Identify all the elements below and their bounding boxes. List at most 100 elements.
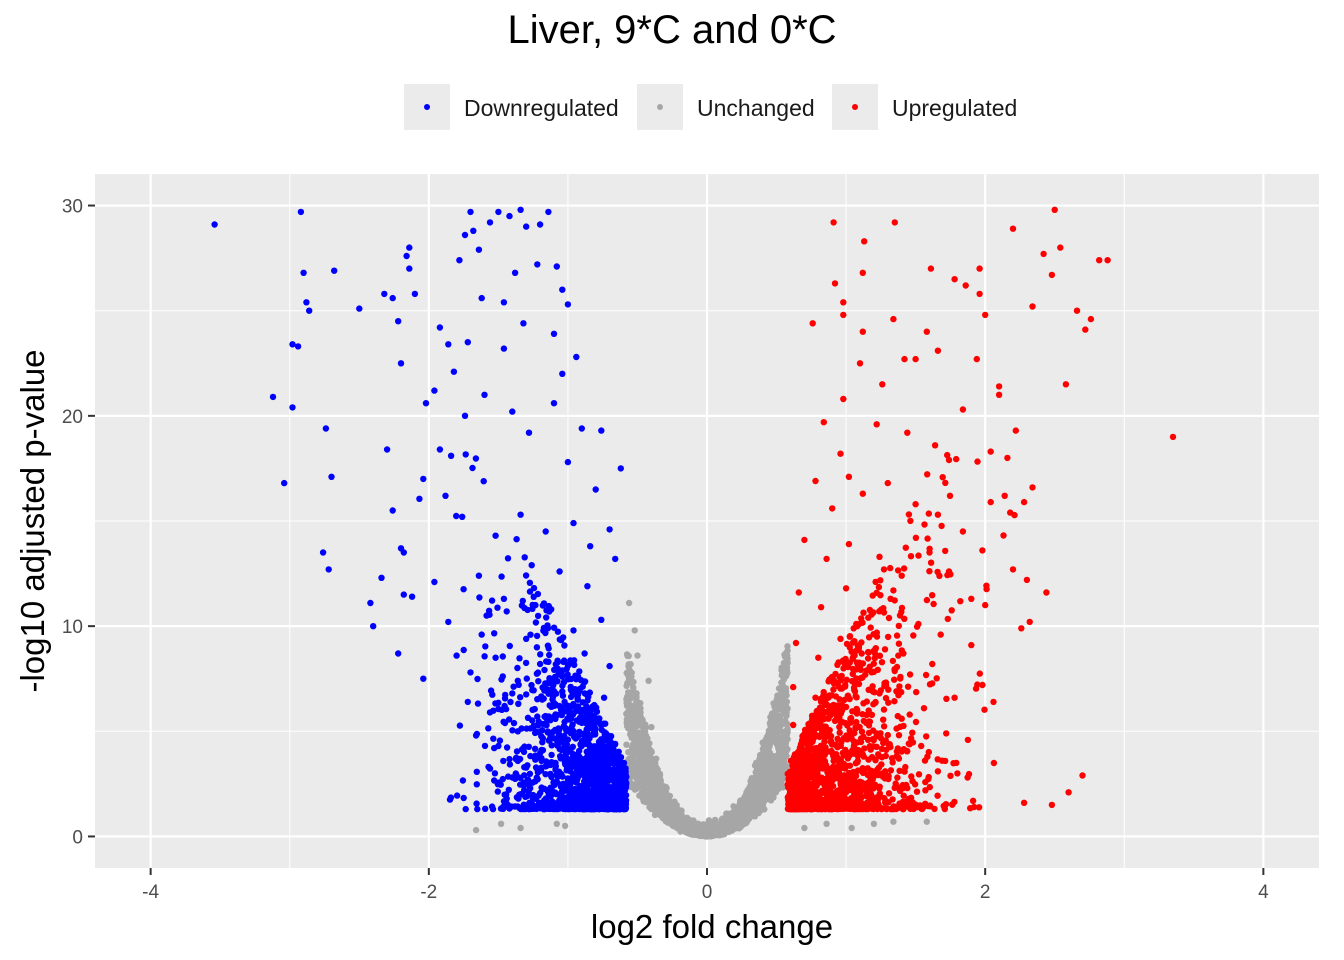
point-down (619, 770, 626, 777)
point-up (853, 647, 860, 654)
point-down (613, 749, 621, 757)
point-down (480, 478, 487, 485)
point-down (482, 643, 489, 650)
point-down (561, 642, 568, 649)
point-down (472, 455, 480, 462)
point-down (561, 787, 568, 794)
point-down (589, 796, 596, 803)
point-up (939, 474, 946, 481)
point-unchanged (763, 758, 770, 765)
point-down (574, 695, 581, 702)
data-points (211, 206, 1177, 840)
point-up (891, 676, 898, 683)
point-unchanged (783, 712, 790, 719)
point-down (569, 711, 577, 718)
point-up (846, 762, 854, 769)
point-down (557, 753, 564, 760)
point-up (894, 567, 902, 574)
point-down (576, 714, 584, 721)
point-down (500, 757, 507, 765)
point-down (577, 685, 584, 692)
point-unchanged (779, 762, 786, 769)
point-down (488, 597, 496, 604)
point-unchanged (676, 822, 683, 829)
point-unchanged (628, 669, 635, 676)
point-down (538, 784, 545, 791)
point-down (535, 718, 542, 725)
point-down (510, 683, 517, 690)
point-up (880, 723, 888, 730)
legend-dot-unchanged (657, 104, 663, 110)
point-up (927, 559, 935, 566)
point-down (529, 686, 536, 694)
point-down (552, 759, 559, 767)
point-up (878, 659, 886, 666)
point-down (589, 780, 596, 787)
point-down (522, 572, 530, 579)
point-down (533, 644, 541, 651)
point-down (546, 651, 553, 659)
point-down (523, 675, 530, 682)
point-down (611, 756, 618, 764)
grid (95, 174, 1319, 868)
point-down (483, 612, 490, 619)
point-up (895, 732, 903, 739)
point-down (460, 794, 467, 802)
point-up (889, 657, 897, 665)
point-down (595, 780, 602, 787)
point-unchanged (722, 821, 729, 829)
point-unchanged (718, 817, 725, 824)
point-unchanged (648, 748, 655, 756)
point-down (521, 764, 528, 771)
point-down (548, 742, 555, 749)
point-up (974, 681, 981, 688)
point-unchanged (778, 755, 786, 762)
point-up (880, 566, 888, 573)
point-down (513, 536, 520, 543)
point-down (593, 803, 600, 810)
point-up (853, 718, 860, 726)
point-unchanged (631, 765, 638, 772)
point-up (887, 564, 894, 572)
point-down (473, 768, 480, 775)
point-down (521, 772, 528, 779)
point-down (583, 703, 590, 710)
point-up (964, 736, 972, 744)
point-down (499, 653, 506, 660)
point-down (564, 676, 572, 683)
point-down (550, 728, 557, 735)
point-up (990, 759, 998, 767)
point-up (912, 718, 920, 726)
point-down (541, 666, 548, 674)
point-down (453, 512, 460, 520)
point-down (542, 771, 549, 778)
legend-key-unchanged (637, 84, 683, 130)
point-up (983, 585, 990, 593)
point-unchanged (755, 791, 762, 799)
point-down (554, 628, 562, 635)
point-down (460, 646, 467, 654)
point-up (941, 805, 948, 813)
point-unchanged (761, 763, 768, 771)
legend-key-upregulated (832, 84, 878, 130)
point-down (556, 636, 563, 643)
point-down (568, 687, 575, 695)
point-unchanged (754, 799, 761, 807)
legend-label-unchanged: Unchanged (697, 95, 815, 121)
point-down (521, 554, 528, 561)
point-down (489, 805, 497, 813)
point-down (584, 782, 591, 789)
point-unchanged (687, 827, 694, 834)
point-down (578, 805, 586, 813)
point-up (922, 671, 930, 679)
point-down (515, 700, 522, 707)
point-down (503, 795, 510, 802)
point-down (583, 764, 590, 771)
point-down (531, 753, 538, 761)
point-unchanged (779, 776, 786, 783)
point-down (528, 717, 536, 724)
point-down (543, 658, 550, 665)
point-down (590, 728, 598, 736)
point-up (851, 686, 858, 694)
point-unchanged (779, 745, 787, 753)
